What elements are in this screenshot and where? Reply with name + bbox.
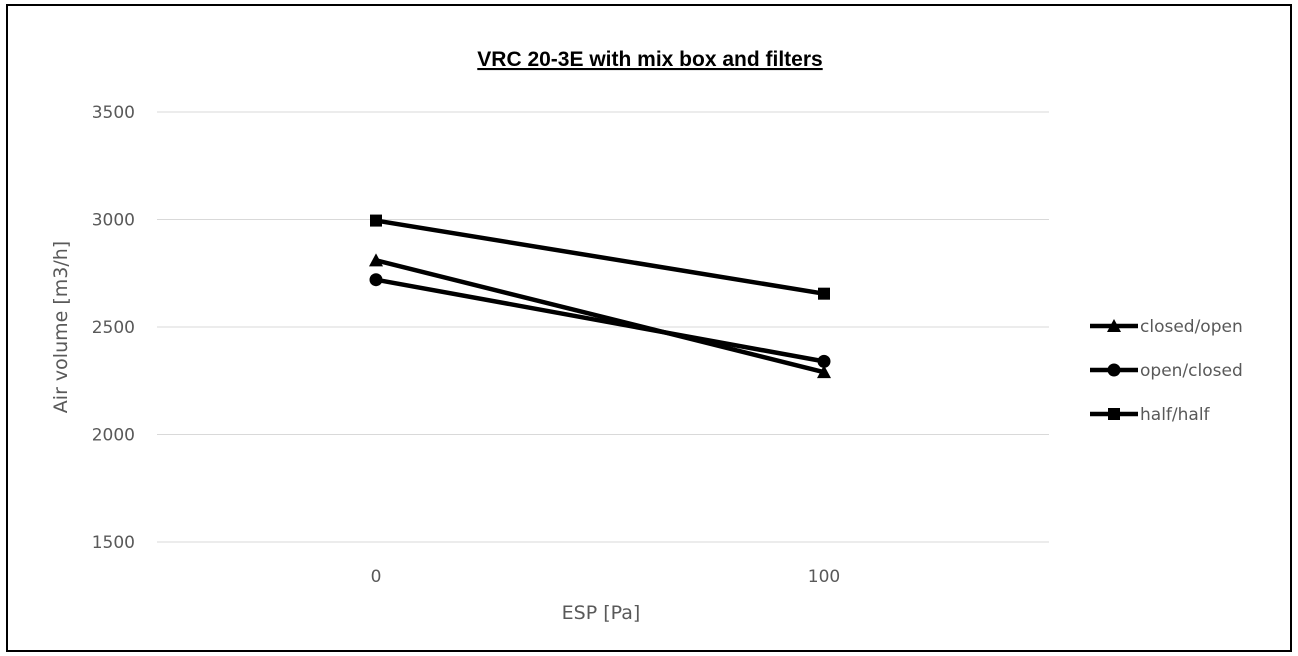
y-tick-label: 2000 [92,426,135,446]
legend-entry: open/closed [1090,361,1243,381]
data-point-square [370,214,382,227]
legend-marker-triangle [1107,319,1121,332]
chart-title: VRC 20-3E with mix box and filters [477,48,822,71]
legend-entry: closed/open [1090,317,1243,337]
y-tick-label: 1500 [92,533,135,553]
legend-label: closed/open [1140,317,1243,337]
series-lines [369,214,831,379]
x-tick-label: 100 [808,567,840,587]
data-point-triangle [369,253,383,267]
data-point-triangle [817,365,831,379]
y-tick-label: 3000 [92,211,135,231]
legend: closed/open open/closed half/half [1090,317,1243,425]
series-line [375,277,825,364]
gridlines [157,111,1049,543]
x-axis-label: ESP [Pa] [562,602,641,624]
series-closed-open [369,253,831,379]
series-open-closed [369,273,831,368]
series-line [375,258,825,375]
y-tick-labels: 1500 2000 2500 3000 3500 [92,103,135,553]
y-tick-label: 3500 [92,103,135,123]
series-line [375,218,825,296]
legend-entry: half/half [1090,405,1211,425]
data-point-square [818,287,830,300]
y-axis-label: Air volume [m3/h] [50,241,72,413]
x-tick-label: 0 [371,567,382,587]
data-point-circle [369,273,383,287]
legend-label: open/closed [1140,361,1243,381]
x-tick-labels: 0 100 [371,567,841,587]
legend-marker-circle [1107,363,1121,377]
legend-marker-square [1108,408,1120,420]
series-half-half [370,214,830,300]
y-tick-label: 2500 [92,318,135,338]
data-point-circle [817,354,831,368]
legend-label: half/half [1140,405,1211,425]
